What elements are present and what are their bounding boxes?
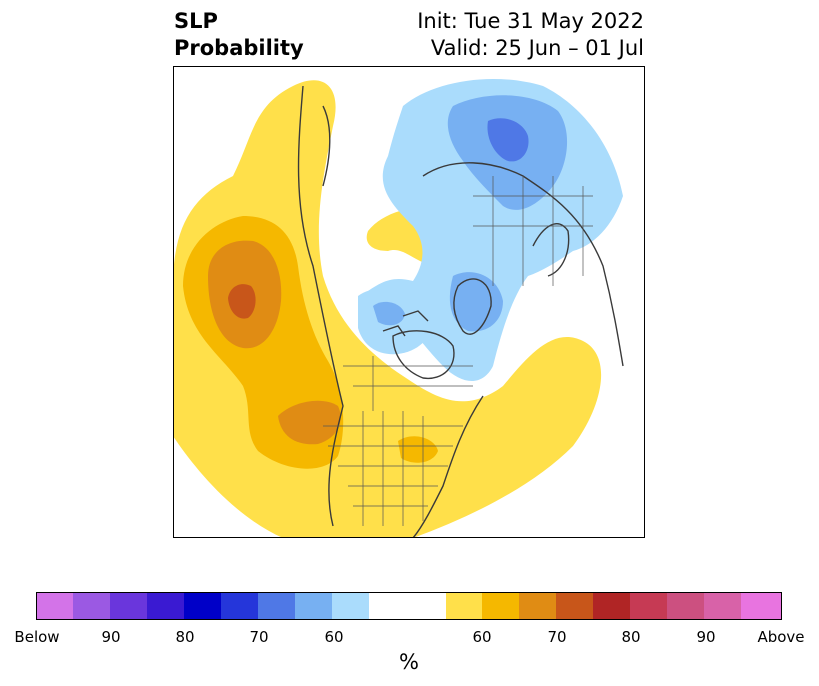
colorbar-segment xyxy=(593,592,630,620)
hudson-bay xyxy=(392,330,455,380)
colorbar-segment xyxy=(184,592,221,620)
greenland xyxy=(453,278,492,335)
colorbar-segment xyxy=(519,592,556,620)
colorbar-segment xyxy=(295,592,332,620)
eurasia-coast xyxy=(422,162,624,367)
colorbar-border xyxy=(36,592,782,620)
colorbar-segment xyxy=(704,592,741,620)
below-50-arctic-ocean xyxy=(449,272,503,332)
eurasia-country-grid xyxy=(473,176,593,286)
us-state-grid xyxy=(323,411,463,526)
colorbar-tick-label: 80 xyxy=(175,628,195,646)
colorbar-tick-label: Below xyxy=(14,628,60,646)
colorbar-tick-label: 60 xyxy=(324,628,344,646)
init-label: Init: Tue 31 May 2022 xyxy=(417,9,644,33)
colorbar-tick-label: 70 xyxy=(547,628,567,646)
colorbar-segment xyxy=(407,592,446,620)
scandinavia xyxy=(532,223,570,277)
colorbar-segment xyxy=(556,592,593,620)
product-label: Probability xyxy=(174,36,304,60)
colorbar-tick-label: 90 xyxy=(696,628,716,646)
below-50-canada xyxy=(373,301,405,326)
below-60-siberia xyxy=(487,118,529,162)
colorbar xyxy=(36,592,782,620)
colorbar-tick-label: 90 xyxy=(101,628,121,646)
colorbar-segment xyxy=(73,592,110,620)
above-60-nw-america xyxy=(278,400,341,445)
colorbar-segment xyxy=(630,592,667,620)
colorbar-segment xyxy=(36,592,73,620)
borders xyxy=(323,176,593,526)
coastlines xyxy=(297,85,624,538)
above-70-core xyxy=(228,284,256,319)
colorbar-unit-label: % xyxy=(399,650,419,674)
north-america-west-coast xyxy=(297,85,344,527)
colorbar-tick-label: 80 xyxy=(621,628,641,646)
colorbar-segment xyxy=(258,592,295,620)
above-50-atlantic-patch xyxy=(398,436,438,463)
kamchatka xyxy=(322,105,331,187)
colorbar-segment xyxy=(446,592,482,620)
colorbar-tick-label: Above xyxy=(757,628,805,646)
plot-title-right: Init: Tue 31 May 2022 Valid: 25 Jun – 01… xyxy=(417,8,644,62)
colorbar-segment xyxy=(667,592,704,620)
colorbar-segment xyxy=(369,592,407,620)
north-america-east-coast xyxy=(412,395,484,538)
colorbar-segment xyxy=(110,592,147,620)
colorbar-tick-label: 60 xyxy=(472,628,492,646)
probability-map xyxy=(173,66,645,538)
variable-label: SLP xyxy=(174,9,218,33)
plot-title-left: SLP Probability xyxy=(174,8,304,62)
colorbar-segment xyxy=(221,592,258,620)
colorbar-segment xyxy=(147,592,184,620)
valid-label: Valid: 25 Jun – 01 Jul xyxy=(430,36,644,60)
colorbar-segment xyxy=(741,592,782,620)
colorbar-segment xyxy=(332,592,369,620)
colorbar-segment xyxy=(482,592,519,620)
below-normal-shading xyxy=(358,78,623,381)
colorbar-tick-label: 70 xyxy=(249,628,269,646)
canada-provinces xyxy=(343,356,473,411)
arctic-islands xyxy=(382,310,429,337)
